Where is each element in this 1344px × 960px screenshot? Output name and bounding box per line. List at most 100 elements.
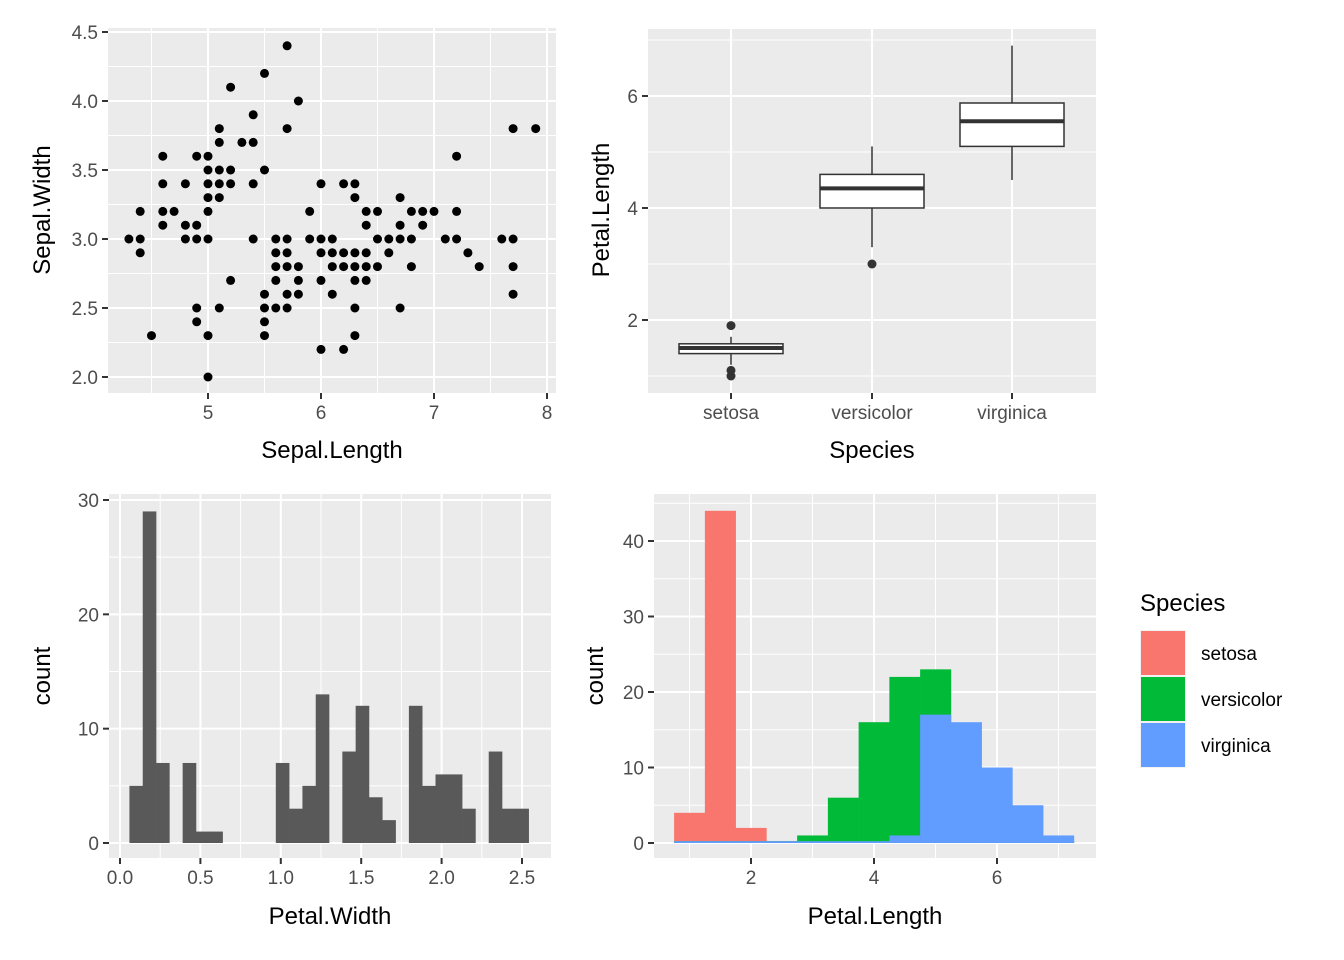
box-outlier xyxy=(867,259,877,269)
legend-item-virginica: virginica xyxy=(1140,722,1271,768)
scatter-point xyxy=(418,220,428,230)
histogram-bar xyxy=(182,762,197,843)
scatter-point xyxy=(384,234,394,244)
species-legend: Species setosa versicolor virginica xyxy=(1140,590,1283,768)
scatter-point xyxy=(350,275,360,285)
scatter-point xyxy=(452,206,462,216)
histogram-bar xyxy=(462,808,476,843)
scatter-point xyxy=(203,372,213,382)
histogram-bar-virginica xyxy=(920,714,952,843)
histogram-bar xyxy=(488,751,503,843)
scatter-point xyxy=(305,206,315,216)
scatter-point xyxy=(429,206,439,216)
boxplot-y-tick-label: 2 xyxy=(627,311,638,332)
legend-label-versicolor: versicolor xyxy=(1201,690,1283,711)
scatter-point xyxy=(282,289,292,299)
scatter-point xyxy=(305,234,315,244)
scatter-point xyxy=(260,317,269,327)
petal-width-histogram-panel: 0.0 0.5 1.0 1.5 2.0 2.5 0 10 20 30 Petal.Width co… xyxy=(29,491,551,930)
scatter-point xyxy=(350,262,360,272)
petal-width-plot-background xyxy=(109,494,551,858)
scatter-point xyxy=(271,275,281,285)
scatter-point xyxy=(339,262,349,272)
scatter-point xyxy=(316,179,326,189)
legend-item-versicolor: versicolor xyxy=(1140,676,1283,722)
petal-length-y-tick-label: 30 xyxy=(623,608,644,629)
histogram-bar-virginica xyxy=(827,841,859,843)
histogram-bar xyxy=(275,762,290,843)
scatter-point xyxy=(316,234,326,244)
scatter-point xyxy=(271,248,281,258)
scatter-point xyxy=(214,179,224,189)
scatter-point xyxy=(316,248,326,258)
petal-width-bars xyxy=(129,511,529,843)
histogram-bar xyxy=(448,774,463,843)
petal-length-y-tick-label: 20 xyxy=(623,683,644,704)
legend-title: Species xyxy=(1140,590,1225,617)
scatter-y-tick-label: 3.5 xyxy=(72,161,98,182)
petal-width-x-tick-label: 1.5 xyxy=(348,868,374,889)
scatter-point xyxy=(248,179,258,189)
scatter-point xyxy=(192,151,202,161)
scatter-point xyxy=(474,262,484,272)
petal-width-axes: 0.0 0.5 1.0 1.5 2.0 2.5 0 10 20 30 xyxy=(78,491,535,889)
boxplot-x-tick-label: virginica xyxy=(977,403,1047,424)
box-iqr xyxy=(819,173,925,209)
legend-label-setosa: setosa xyxy=(1201,644,1257,665)
scatter-point xyxy=(214,137,224,147)
scatter-point xyxy=(361,220,371,230)
histogram-bar xyxy=(435,774,450,843)
scatter-axes: 5 6 7 8 2.0 2.5 3.0 3.5 4.0 4.5 xyxy=(72,23,553,424)
scatter-point xyxy=(361,262,371,272)
scatter-y-tick-label: 4.5 xyxy=(72,23,98,44)
scatter-point xyxy=(339,248,349,258)
scatter-point xyxy=(214,124,224,134)
scatter-point xyxy=(158,151,168,161)
scatter-y-axis-title: Sepal.Width xyxy=(29,145,56,274)
histogram-bar xyxy=(129,785,144,843)
box-outlier xyxy=(726,365,736,375)
scatter-y-tick-label: 4.0 xyxy=(72,92,98,113)
scatter-point xyxy=(339,344,349,354)
petal-width-x-tick-label: 0.5 xyxy=(187,868,213,889)
scatter-point xyxy=(203,206,213,216)
histogram-bar xyxy=(422,785,436,843)
scatter-point xyxy=(180,220,190,230)
petal-length-y-axis-title: count xyxy=(582,646,609,705)
histogram-bar xyxy=(156,762,170,843)
scatter-point xyxy=(361,275,371,285)
scatter-point xyxy=(350,248,360,258)
scatter-point xyxy=(293,96,303,106)
boxplot-panel: setosa versicolor virginica 2 4 6 Species Pet… xyxy=(588,29,1096,464)
petal-width-x-tick-label: 0.0 xyxy=(107,868,133,889)
scatter-point xyxy=(135,248,145,258)
boxplot-y-tick-label: 6 xyxy=(627,87,638,108)
scatter-point xyxy=(214,165,224,175)
scatter-y-tick-label: 2.0 xyxy=(72,368,98,389)
scatter-point xyxy=(260,289,269,299)
scatter-point xyxy=(350,331,360,341)
scatter-point xyxy=(282,234,292,244)
scatter-point xyxy=(440,234,450,244)
box-outlier xyxy=(726,321,736,331)
scatter-point xyxy=(406,206,416,216)
petal-length-histogram-panel: 2 4 6 0 10 20 30 40 Petal.Length count xyxy=(582,494,1096,930)
histogram-bar-setosa xyxy=(704,510,736,843)
histogram-bar-virginica xyxy=(766,841,798,843)
box-virginica xyxy=(959,45,1065,180)
histogram-bar-virginica xyxy=(797,841,829,843)
petal-width-y-tick-label: 20 xyxy=(78,605,99,626)
petal-length-y-tick-label: 0 xyxy=(633,834,644,855)
scatter-point xyxy=(316,344,326,354)
scatter-panel: 5 6 7 8 2.0 2.5 3.0 3.5 4.0 4.5 Sepal.Length Sepa… xyxy=(29,23,556,464)
histogram-bar-virginica xyxy=(889,835,921,843)
scatter-point xyxy=(248,234,258,244)
histogram-bar-setosa xyxy=(735,827,767,843)
boxplot-x-tick-label: versicolor xyxy=(831,403,913,424)
scatter-point xyxy=(406,234,416,244)
scatter-point xyxy=(135,234,145,244)
scatter-point xyxy=(508,234,518,244)
histogram-bar xyxy=(315,694,330,843)
scatter-point xyxy=(203,331,213,341)
scatter-point xyxy=(282,41,292,51)
